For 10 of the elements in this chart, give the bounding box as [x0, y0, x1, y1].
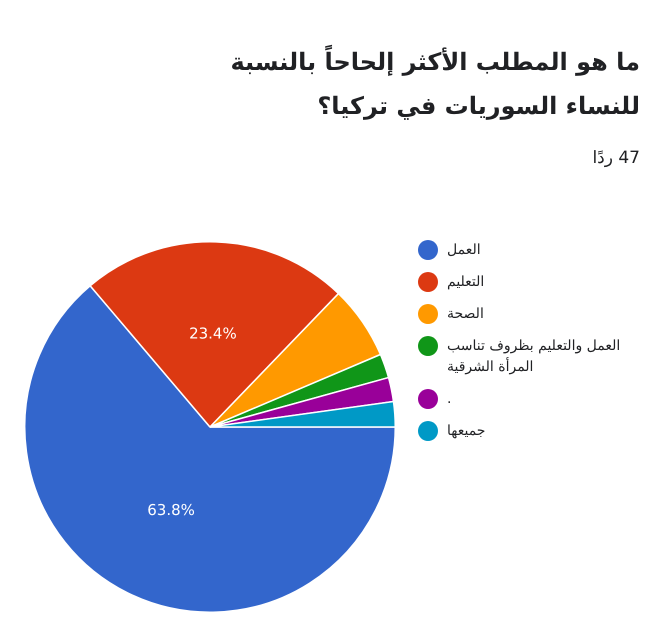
legend-label: العمل والتعليم بظروف تناسب المرأة الشرقية [447, 337, 622, 377]
legend-label: . [447, 390, 452, 409]
chart-subtitle: 47 ردًا [592, 148, 640, 168]
legend-label: العمل [447, 241, 482, 260]
legend-label: جميعها [447, 422, 486, 441]
legend-label: الصحة [447, 305, 485, 324]
data-label: 63.8% [147, 500, 195, 519]
legend-label: التعليم [447, 273, 486, 292]
data-label: 23.4% [189, 324, 237, 342]
chart-title: ما هو المطلب الأكثر إلحاحاً بالنسبة للنساء السوريات في تركيا؟ [230, 44, 640, 122]
